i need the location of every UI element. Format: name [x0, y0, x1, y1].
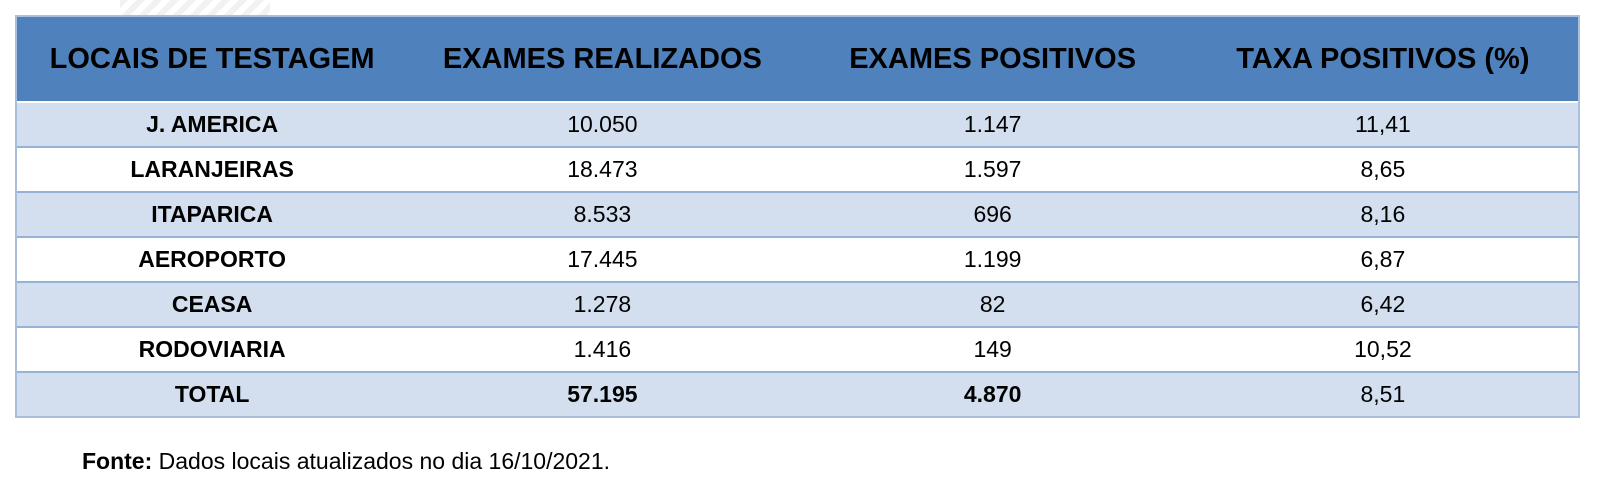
cell-taxa: 11,41: [1187, 101, 1578, 147]
table-row: AEROPORTO 17.445 1.199 6,87: [17, 236, 1578, 282]
cell-local: RODOVIARIA: [17, 326, 408, 372]
cell-total-realizados: 57.195: [407, 371, 798, 416]
cell-taxa: 8,16: [1187, 191, 1578, 237]
table-row: CEASA 1.278 82 6,42: [17, 281, 1578, 327]
total-row: TOTAL 57.195 4.870 8,51: [17, 371, 1578, 416]
cell-local: LARANJEIRAS: [17, 146, 408, 192]
cell-total-taxa: 8,51: [1187, 371, 1578, 416]
cell-taxa: 6,87: [1187, 236, 1578, 282]
source-label: Fonte:: [82, 448, 153, 474]
cell-positivos: 149: [797, 326, 1188, 372]
source-note: Fonte: Dados locais atualizados no dia 1…: [82, 448, 610, 475]
cell-realizados: 8.533: [407, 191, 798, 237]
cell-positivos: 82: [797, 281, 1188, 327]
source-text: Dados locais atualizados no dia 16/10/20…: [152, 448, 611, 474]
cell-taxa: 6,42: [1187, 281, 1578, 327]
cell-positivos: 1.199: [797, 236, 1188, 282]
cell-realizados: 1.278: [407, 281, 798, 327]
cell-total-positivos: 4.870: [797, 371, 1188, 416]
testing-table-container: LOCAIS DE TESTAGEM EXAMES REALIZADOS EXA…: [15, 15, 1580, 418]
cell-positivos: 1.147: [797, 101, 1188, 147]
header-locais: LOCAIS DE TESTAGEM: [17, 17, 408, 103]
table-row: RODOVIARIA 1.416 149 10,52: [17, 326, 1578, 372]
cell-total-label: TOTAL: [17, 371, 408, 416]
testing-table: LOCAIS DE TESTAGEM EXAMES REALIZADOS EXA…: [17, 17, 1578, 416]
header-exames-positivos: EXAMES POSITIVOS: [797, 17, 1188, 103]
cell-local: J. AMERICA: [17, 101, 408, 147]
cell-taxa: 8,65: [1187, 146, 1578, 192]
table-row: ITAPARICA 8.533 696 8,16: [17, 191, 1578, 237]
header-row: LOCAIS DE TESTAGEM EXAMES REALIZADOS EXA…: [17, 17, 1578, 103]
cell-local: ITAPARICA: [17, 191, 408, 237]
table-row: LARANJEIRAS 18.473 1.597 8,65: [17, 146, 1578, 192]
header-exames-realizados: EXAMES REALIZADOS: [407, 17, 798, 103]
header-taxa-positivos: TAXA POSITIVOS (%): [1187, 17, 1578, 103]
table-row: J. AMERICA 10.050 1.147 11,41: [17, 101, 1578, 147]
cell-realizados: 10.050: [407, 101, 798, 147]
decorative-stripes: [120, 0, 270, 18]
table-header: LOCAIS DE TESTAGEM EXAMES REALIZADOS EXA…: [17, 17, 1578, 103]
cell-realizados: 18.473: [407, 146, 798, 192]
cell-local: CEASA: [17, 281, 408, 327]
table-body: J. AMERICA 10.050 1.147 11,41 LARANJEIRA…: [17, 101, 1578, 416]
cell-positivos: 1.597: [797, 146, 1188, 192]
cell-local: AEROPORTO: [17, 236, 408, 282]
cell-positivos: 696: [797, 191, 1188, 237]
cell-realizados: 1.416: [407, 326, 798, 372]
cell-realizados: 17.445: [407, 236, 798, 282]
cell-taxa: 10,52: [1187, 326, 1578, 372]
